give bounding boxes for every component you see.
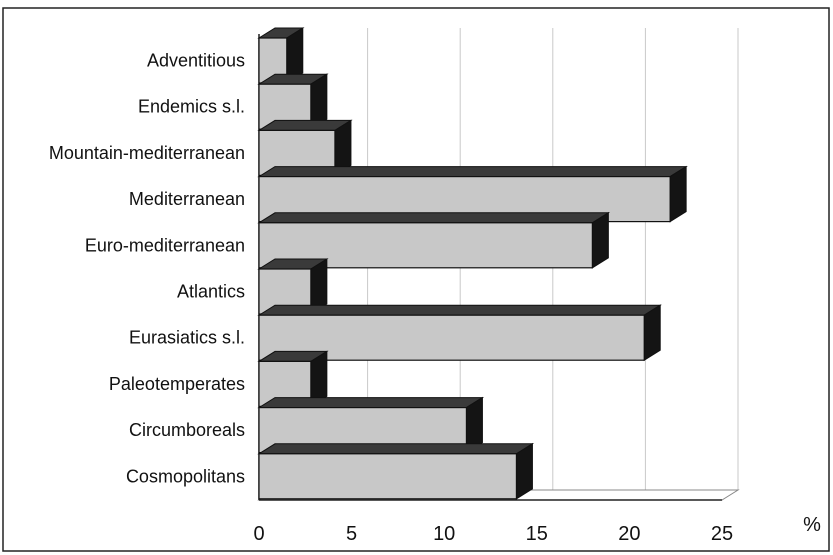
category-label: Paleotemperates xyxy=(109,374,245,394)
category-labels: Adventitious Endemics s.l. Mountain-medite… xyxy=(49,51,245,487)
bar-top-face xyxy=(257,443,535,455)
bar-side-face xyxy=(591,211,609,269)
bars-layer xyxy=(257,27,688,500)
x-axis-ticks: 0 5 10 15 20 25 xyxy=(253,523,733,545)
category-label: Atlantics xyxy=(177,282,245,302)
bar-top-face xyxy=(257,304,662,316)
category-label: Mediterranean xyxy=(129,189,245,209)
category-label: Mountain-mediterranean xyxy=(49,143,245,163)
x-tick-label: 15 xyxy=(526,523,548,545)
category-label: Adventitious xyxy=(147,51,245,71)
category-label: Euro-mediterranean xyxy=(85,235,245,255)
bar-side-face xyxy=(515,442,533,500)
category-label: Cosmopolitans xyxy=(126,466,245,486)
bar-top-face xyxy=(257,212,611,224)
x-tick-label: 10 xyxy=(433,523,455,545)
bar xyxy=(257,27,305,84)
x-tick-label: 20 xyxy=(618,523,640,545)
x-tick-label: 0 xyxy=(253,523,264,545)
category-label: Eurasiatics s.l. xyxy=(129,328,245,348)
category-label: Circumboreals xyxy=(129,420,245,440)
x-axis-unit-label: % xyxy=(803,514,821,536)
bar xyxy=(257,442,535,500)
x-tick-label: 5 xyxy=(346,523,357,545)
bar-top-face xyxy=(257,397,485,409)
category-label: Endemics s.l. xyxy=(138,97,245,117)
x-tick-label: 25 xyxy=(711,523,733,545)
bar-front-face xyxy=(258,453,518,500)
bar-side-face xyxy=(643,304,661,362)
bar-side-face xyxy=(669,165,687,223)
bar-top-face xyxy=(257,166,688,178)
